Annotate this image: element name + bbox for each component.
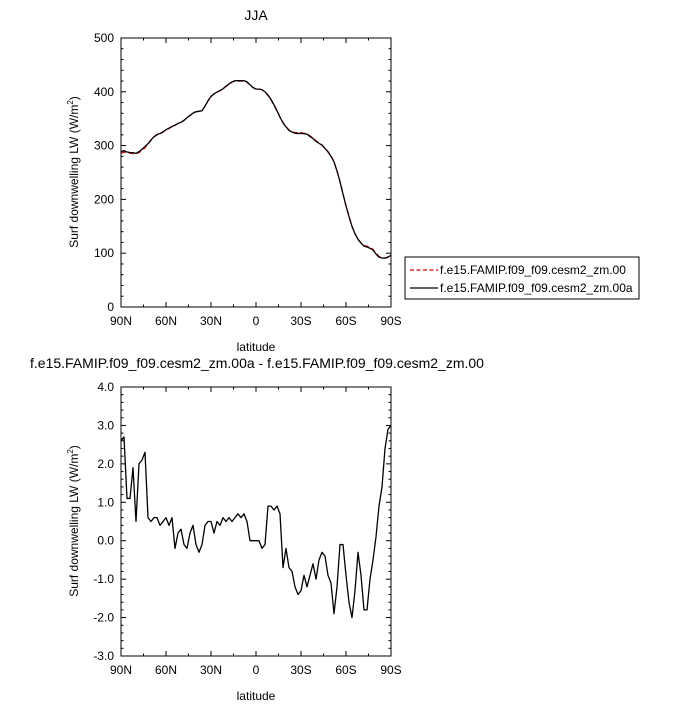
top-chart-series-line-1 <box>120 80 392 259</box>
top-chart: JJA 90N 60N 30N 0 30S 60S 90S0100200300400500 … <box>66 7 640 354</box>
bottom-chart-y-axis-title-end: ) <box>67 445 81 449</box>
bottom-y-tick-label: 0.0 <box>97 534 114 548</box>
bottom-chart-y-axis-title: Surf downwelling LW (W/m2) <box>66 445 81 597</box>
top-x-tick-label: 90N <box>110 314 132 328</box>
top-chart-x-axis-title: latitude <box>237 340 276 354</box>
top-chart-ticks: 90N 60N 30N 0 30S 60S 90S 0 100 200 300 400 500 <box>94 31 402 328</box>
top-y-tick-label: 400 <box>94 85 114 99</box>
legend-label-00: f.e15.FAMIP.f09_f09.cesm2_zm.00 <box>440 263 626 277</box>
bottom-x-tick-label: 0 <box>253 663 260 677</box>
bottom-x-tick-label: 60N <box>155 663 177 677</box>
bottom-chart-series-group <box>120 425 392 619</box>
top-chart-y-axis-title-main: Surf downwelling LW (W/m <box>67 105 81 248</box>
bottom-chart-x-axis-title: latitude <box>237 689 276 703</box>
bottom-y-tick-label: 1.0 <box>97 495 114 509</box>
top-y-tick-label: 100 <box>94 246 114 260</box>
top-chart-y-axis-title-end: ) <box>67 96 81 100</box>
top-x-tick-label: 60S <box>335 314 356 328</box>
top-chart-plot-frame <box>120 37 392 308</box>
top-chart-y-axis-title: Surf downwelling LW (W/m2) <box>66 96 81 248</box>
bottom-x-tick-label: 30S <box>290 663 311 677</box>
bottom-chart-series-line-0 <box>120 425 392 619</box>
bottom-x-tick-label: 90S <box>380 663 401 677</box>
bottom-y-tick-label: -2.0 <box>93 611 114 625</box>
top-y-tick-label: 200 <box>94 192 114 206</box>
bottom-chart-plot-frame <box>120 386 392 657</box>
bottom-x-tick-label: 60S <box>335 663 356 677</box>
top-x-tick-label: 90S <box>380 314 401 328</box>
bottom-y-tick-label: 2.0 <box>97 457 114 471</box>
bottom-x-tick-label: 90N <box>110 663 132 677</box>
bottom-chart-y-axis-title-sup: 2 <box>66 449 75 454</box>
bottom-y-tick-label: 3.0 <box>97 418 114 432</box>
bottom-chart-y-axis-title-main: Surf downwelling LW (W/m <box>67 454 81 597</box>
bottom-chart-title: f.e15.FAMIP.f09_f09.cesm2_zm.00a - f.e15… <box>30 355 484 371</box>
legend-label-00a: f.e15.FAMIP.f09_f09.cesm2_zm.00a <box>440 281 633 295</box>
legend-box <box>404 256 640 300</box>
top-chart-series-group <box>120 80 392 259</box>
top-chart-y-axis-title-sup: 2 <box>66 100 75 105</box>
top-y-tick-label: 0 <box>107 300 114 314</box>
top-chart-series-line-0 <box>120 80 392 259</box>
top-x-tick-label: 30S <box>290 314 311 328</box>
bottom-chart-ticks: 90N 60N 30N 0 30S 60S 90S -3.0 -2.0 -1.0 0.0 1.0 2.0… <box>93 380 401 677</box>
bottom-x-tick-label: 30N <box>200 663 222 677</box>
bottom-y-tick-label: -3.0 <box>93 649 114 663</box>
bottom-chart: f.e15.FAMIP.f09_f09.cesm2_zm.00a - f.e15… <box>30 355 484 703</box>
top-y-tick-label: 300 <box>94 139 114 153</box>
legend: f.e15.FAMIP.f09_f09.cesm2_zm.00 f.e15.FA… <box>404 256 640 300</box>
top-x-tick-label: 30N <box>200 314 222 328</box>
top-chart-title: JJA <box>244 7 268 23</box>
bottom-y-tick-label: 4.0 <box>97 380 114 394</box>
bottom-y-tick-label: -1.0 <box>93 572 114 586</box>
top-x-tick-label: 0 <box>253 314 260 328</box>
top-y-tick-label: 500 <box>94 31 114 45</box>
top-x-tick-label: 60N <box>155 314 177 328</box>
